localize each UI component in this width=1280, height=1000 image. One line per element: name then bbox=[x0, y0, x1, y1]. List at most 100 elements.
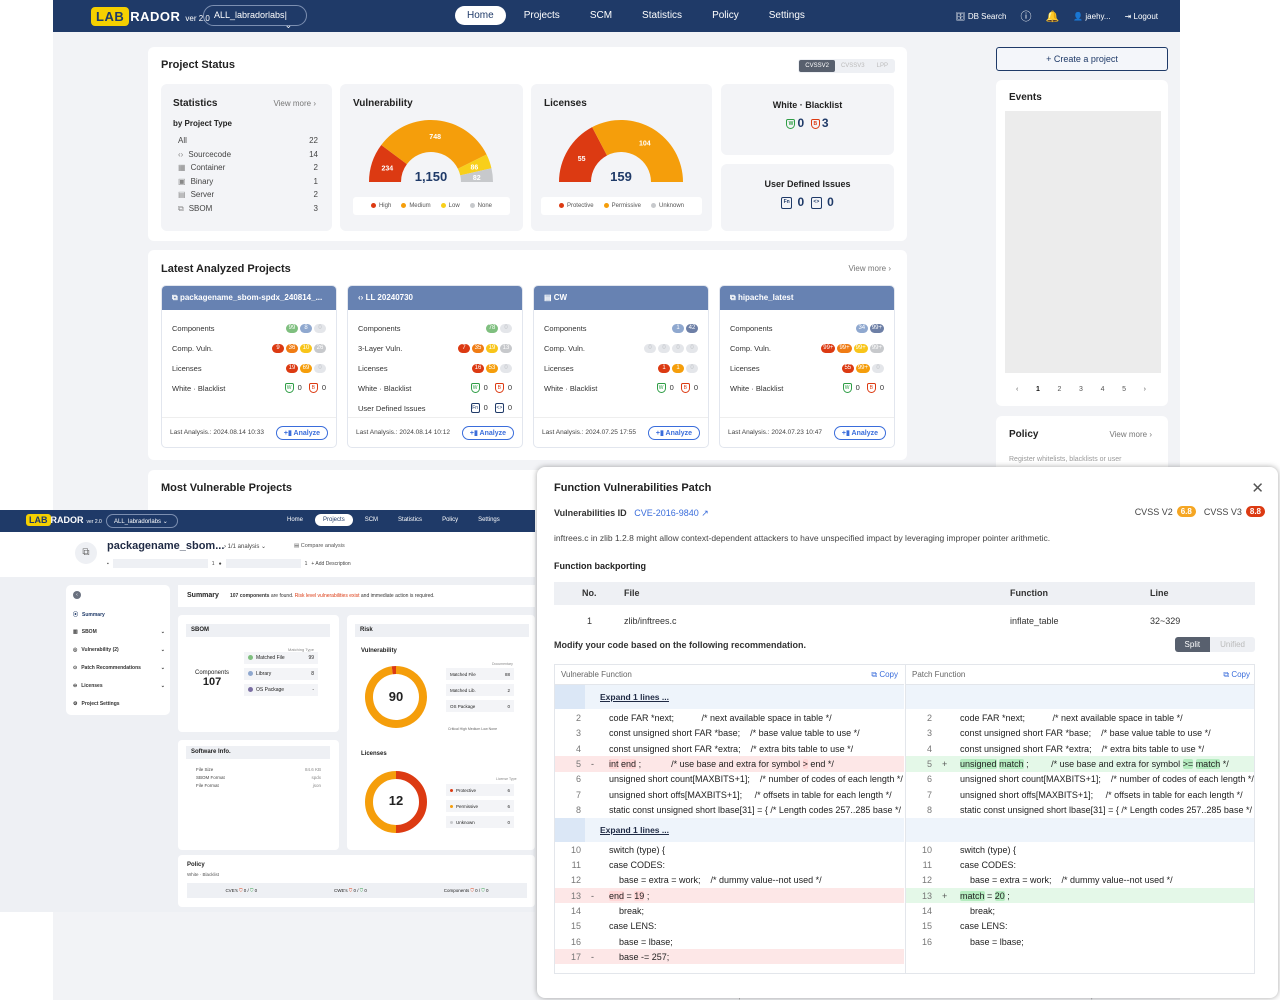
side-menu-vulnerability-2[interactable]: ◎ Vulnerability (2) ⌄ bbox=[73, 641, 165, 659]
close-icon[interactable]: ✕ bbox=[1251, 480, 1264, 497]
stat-row-container[interactable]: ▦ Container 2 bbox=[178, 163, 318, 172]
project-card-header[interactable]: ▤ CW bbox=[534, 286, 708, 310]
pager-next-icon[interactable]: › bbox=[1143, 386, 1146, 393]
sbom-item-matched-file[interactable]: Matched File 99 bbox=[244, 652, 318, 664]
pager-prev-icon[interactable]: ‹ bbox=[1016, 386, 1019, 393]
split-button[interactable]: Split bbox=[1174, 637, 1211, 652]
project-nav-settings[interactable]: Settings bbox=[478, 517, 500, 523]
side-menu-sbom[interactable]: ▥ SBOM ⌄ bbox=[73, 623, 165, 641]
project-org-select[interactable]: ALL_labradorlabs ⌄ bbox=[106, 514, 178, 528]
help-icon[interactable]: ⓘ bbox=[1020, 11, 1032, 23]
project-card-header[interactable]: ⧉ hipache_latest bbox=[720, 286, 894, 310]
vuln-id-link[interactable]: CVE-2016-9840 bbox=[634, 508, 699, 518]
stat-row-server[interactable]: ▤ Server 2 bbox=[178, 190, 318, 199]
col-function[interactable]: Function bbox=[1010, 588, 1048, 598]
stat-row-sbom[interactable]: ⧉ SBOM 3 bbox=[178, 204, 318, 214]
project-card[interactable]: ▤ CW Components 1 42 Comp. Vuln. 0 0 0 0 Licenses… bbox=[533, 285, 709, 448]
external-link-icon[interactable]: ↗ bbox=[698, 508, 709, 518]
vulnerability-segment-medium[interactable] bbox=[381, 119, 487, 169]
logout-button[interactable]: ⇥ Logout bbox=[1125, 12, 1158, 21]
risk-item-matched-file[interactable]: Matched File 88 bbox=[446, 668, 514, 680]
project-card[interactable]: ‹› LL 20240730 Components 78 0 3-Layer Vuln.… bbox=[347, 285, 523, 448]
col-file[interactable]: File bbox=[624, 588, 640, 598]
collapse-icon[interactable]: ‹ bbox=[73, 591, 81, 599]
nav-statistics[interactable]: Statistics bbox=[642, 10, 683, 21]
side-menu-patch-recommendations[interactable]: ⊙ Patch Recommendations ⌄ bbox=[73, 659, 165, 677]
db-search-button[interactable]: 🗄 DB Search bbox=[955, 12, 1006, 21]
license-donut-arc-permissive[interactable] bbox=[365, 771, 397, 833]
policy-view-more[interactable]: View more › bbox=[1109, 430, 1152, 439]
statistics-view-more[interactable]: View more › bbox=[273, 99, 316, 108]
policy-item-cve-s[interactable]: CVE's ⛉ 0 / ⛉ 0 bbox=[225, 888, 257, 893]
project-nav-projects[interactable]: Projects bbox=[315, 514, 353, 526]
cvss-tab-lpp[interactable]: LPP bbox=[876, 63, 888, 69]
copy-right-button[interactable]: ⧉ Copy bbox=[1223, 670, 1250, 679]
risk-item-unknown[interactable]: Unknown 0 bbox=[446, 816, 514, 828]
nav-projects[interactable]: Projects bbox=[523, 10, 560, 21]
project-card-header[interactable]: ⧉ packagename_sbom-spdx_240814_... bbox=[162, 286, 336, 310]
side-menu-summary[interactable]: ⦿ Summary bbox=[73, 605, 165, 623]
latest-view-more[interactable]: View more › bbox=[848, 264, 891, 273]
policy-item-components[interactable]: Components ⛉ 0 / ⛉ 0 bbox=[444, 888, 489, 893]
org-select[interactable]: ALL_labradorlabs | ⌄ bbox=[203, 5, 307, 30]
licenses-segment-permissive[interactable] bbox=[592, 120, 683, 182]
vulnerability-segment-low[interactable] bbox=[457, 154, 492, 176]
expand-lines-row[interactable] bbox=[906, 685, 1254, 710]
expand-lines-row[interactable]: Expand 1 lines ... bbox=[555, 685, 904, 710]
analyze-button[interactable]: +▮ Analyze bbox=[833, 425, 886, 440]
backport-table-row[interactable]: 1 zlib/inftrees.c inflate_table 32~329 bbox=[554, 611, 1255, 633]
expand-lines-link[interactable]: Expand 1 lines ... bbox=[600, 692, 669, 702]
create-project-button[interactable]: + Create a project bbox=[996, 47, 1168, 71]
pager-page[interactable]: 3 bbox=[1079, 386, 1083, 393]
vulnerability-segment-high[interactable] bbox=[369, 145, 407, 182]
expand-lines-row[interactable] bbox=[906, 817, 1254, 843]
copy-left-button[interactable]: ⧉ Copy bbox=[871, 670, 898, 679]
nav-policy[interactable]: Policy bbox=[712, 10, 739, 21]
pager-page[interactable]: 5 bbox=[1122, 386, 1126, 393]
vulnerability-donut-arc-matched-file[interactable] bbox=[365, 666, 427, 728]
sbom-item-os-package[interactable]: OS Package - bbox=[244, 684, 318, 696]
compare-analysis-button[interactable]: ▤ Compare analysis bbox=[294, 543, 345, 549]
analyze-button[interactable]: +▮ Analyze bbox=[461, 425, 514, 440]
cvss-tab-cvssv3[interactable]: CVSSV3 bbox=[840, 63, 865, 69]
user-menu[interactable]: 👤 jaehy... bbox=[1073, 12, 1110, 21]
unified-button[interactable]: Unified bbox=[1210, 637, 1255, 652]
vulnerability-segment-none[interactable] bbox=[460, 168, 493, 182]
risk-item-protective[interactable]: Protective 6 bbox=[446, 784, 514, 796]
pager-page[interactable]: 1 bbox=[1035, 386, 1040, 393]
side-menu-licenses[interactable]: ⊖ Licenses ⌄ bbox=[73, 677, 165, 695]
logo[interactable]: LAB RADOR ver 2.0 bbox=[91, 5, 210, 27]
project-nav-statistics[interactable]: Statistics bbox=[398, 517, 423, 523]
analyze-button[interactable]: +▮ Analyze bbox=[275, 425, 328, 440]
policy-item-cwe-s[interactable]: CWE's ⛉ 0 / ⛉ 0 bbox=[334, 888, 367, 893]
project-logo[interactable]: LAB RADOR ver 2.0 bbox=[26, 514, 102, 526]
risk-item-matched-lib[interactable]: Matched Lib. 2 bbox=[446, 684, 514, 696]
pager-page[interactable]: 2 bbox=[1057, 386, 1062, 393]
nav-settings[interactable]: Settings bbox=[768, 10, 805, 21]
analysis-select[interactable]: › 1/1 analysis ⌄ bbox=[224, 544, 267, 550]
bell-icon[interactable]: 🔔 bbox=[1045, 10, 1060, 23]
col-line[interactable]: Line bbox=[1150, 588, 1169, 598]
add-description-link[interactable]: + Add Description bbox=[311, 560, 351, 567]
project-nav-policy[interactable]: Policy bbox=[442, 517, 459, 523]
licenses-segment-protective[interactable] bbox=[559, 127, 608, 182]
stat-row-binary[interactable]: ▣ Binary 1 bbox=[178, 177, 318, 186]
nav-home[interactable]: Home bbox=[455, 6, 506, 25]
project-card[interactable]: ⧉ packagename_sbom-spdx_240814_... Compon… bbox=[161, 285, 337, 448]
project-nav-home[interactable]: Home bbox=[287, 517, 304, 523]
risk-item-permissive[interactable]: Permissive 6 bbox=[446, 800, 514, 812]
stat-row-all[interactable]: All 22 bbox=[178, 136, 318, 145]
side-menu-project-settings[interactable]: ⚙ Project Settings bbox=[73, 695, 165, 713]
project-nav-scm[interactable]: SCM bbox=[364, 517, 379, 523]
expand-lines-row[interactable]: Expand 1 lines ... bbox=[555, 817, 904, 843]
stat-row-sourcecode[interactable]: ‹› Sourcecode 14 bbox=[178, 150, 318, 159]
sbom-item-library[interactable]: Library 8 bbox=[244, 668, 318, 680]
project-card[interactable]: ⧉ hipache_latest Components 34 99+ Comp. Vul… bbox=[719, 285, 895, 448]
expand-lines-link[interactable]: Expand 1 lines ... bbox=[600, 824, 669, 835]
pager-page[interactable]: 4 bbox=[1100, 386, 1105, 393]
analyze-button[interactable]: +▮ Analyze bbox=[647, 425, 700, 440]
license-donut-arc-protective[interactable] bbox=[395, 771, 427, 833]
risk-item-os-package[interactable]: OS Package 0 bbox=[446, 700, 514, 712]
project-card-header[interactable]: ‹› LL 20240730 bbox=[348, 286, 522, 310]
cvss-tab-cvssv2[interactable]: CVSSV2 bbox=[799, 60, 835, 72]
